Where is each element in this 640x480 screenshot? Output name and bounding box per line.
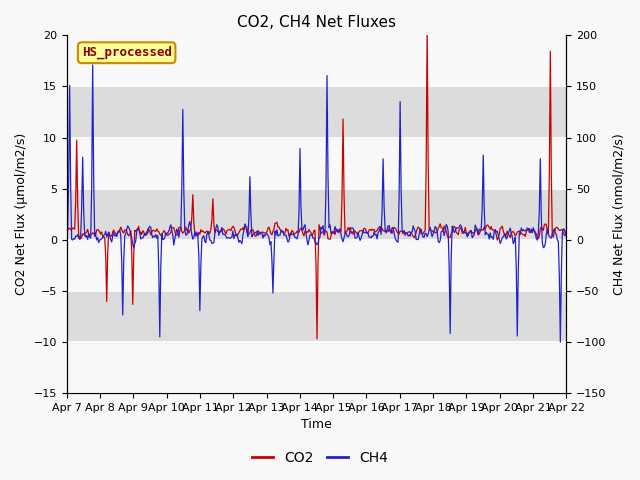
Bar (67, 189, 566, 240)
CO2 (474, 232, 482, 238)
Line: CH4: CH4 (67, 65, 566, 342)
CO2 (303, 229, 311, 235)
CO2 (300, 233, 308, 239)
Legend: CO2, CH4: CO2, CH4 (246, 445, 394, 471)
Bar (67, 291, 566, 342)
Title: CO2, CH4 Net Fluxes: CO2, CH4 Net Fluxes (237, 15, 396, 30)
CO2 (313, 336, 321, 342)
CH4 (89, 62, 97, 68)
CH4 (361, 230, 369, 236)
Y-axis label: CO2 Net Flux (μmol/m2/s): CO2 Net Flux (μmol/m2/s) (15, 133, 28, 295)
CH4 (334, 229, 342, 235)
CO2 (361, 226, 369, 231)
CO2 (334, 227, 342, 232)
CH4 (63, 226, 70, 231)
CO2 (423, 27, 431, 33)
CH4 (304, 242, 312, 248)
X-axis label: Time: Time (301, 419, 332, 432)
Text: HS_processed: HS_processed (82, 46, 172, 60)
CH4 (474, 226, 481, 232)
CH4 (557, 339, 564, 345)
Y-axis label: CH4 Net Flux (nmol/m2/s): CH4 Net Flux (nmol/m2/s) (612, 133, 625, 295)
Line: CO2: CO2 (67, 30, 566, 339)
Bar (67, 86, 566, 138)
CH4 (301, 222, 309, 228)
CO2 (63, 231, 70, 237)
CO2 (552, 224, 560, 230)
CH4 (563, 233, 570, 239)
CH4 (552, 230, 559, 236)
CO2 (563, 227, 570, 233)
